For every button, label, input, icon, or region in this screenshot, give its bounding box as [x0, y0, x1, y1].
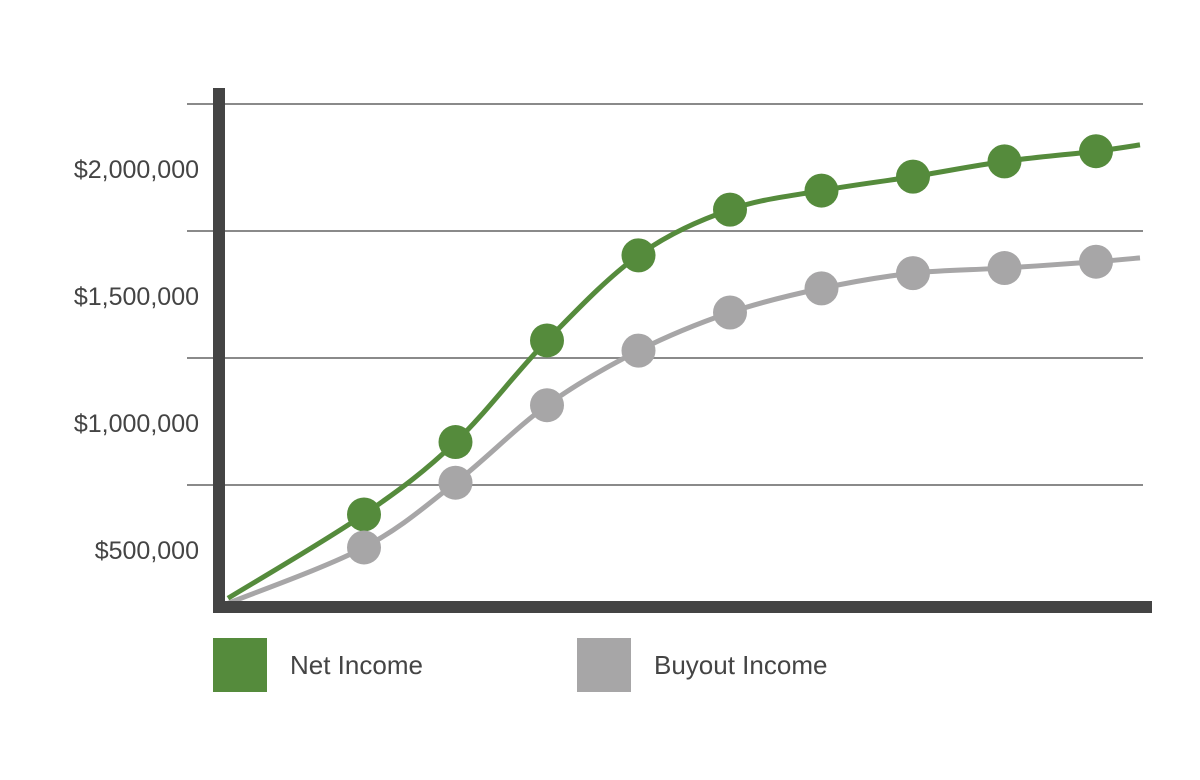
- y-tick-label: $500,000: [95, 537, 199, 565]
- data-point: [713, 295, 747, 330]
- data-point: [896, 256, 930, 291]
- legend-item-net-income: Net Income: [213, 638, 423, 692]
- y-tick-label: $2,000,000: [74, 156, 199, 184]
- legend-label: Buyout Income: [654, 649, 828, 680]
- data-point: [713, 192, 747, 227]
- data-point: [438, 465, 473, 500]
- y-tick-label: $1,000,000: [74, 410, 199, 438]
- series-buyout-income: [227, 244, 1141, 606]
- data-point: [1079, 134, 1113, 169]
- y-tick-label: $1,500,000: [74, 283, 199, 311]
- data-point: [347, 530, 381, 565]
- y-axis: [213, 88, 225, 613]
- data-point: [896, 159, 930, 194]
- data-point: [804, 173, 839, 208]
- data-point: [621, 238, 656, 273]
- data-point: [987, 251, 1022, 286]
- series-net-income: [226, 134, 1141, 601]
- x-axis: [213, 601, 1152, 613]
- data-point: [1079, 244, 1113, 279]
- data-point: [804, 271, 839, 306]
- legend-label: Net Income: [290, 649, 423, 680]
- data-point: [530, 323, 564, 358]
- data-point: [621, 333, 656, 368]
- data-point: [987, 144, 1022, 179]
- net-income-swatch: [213, 638, 267, 692]
- data-point: [347, 497, 381, 532]
- legend-item-buyout-income: Buyout Income: [577, 638, 827, 692]
- buyout-income-swatch: [577, 638, 631, 692]
- data-point: [438, 425, 473, 460]
- data-point: [530, 388, 564, 423]
